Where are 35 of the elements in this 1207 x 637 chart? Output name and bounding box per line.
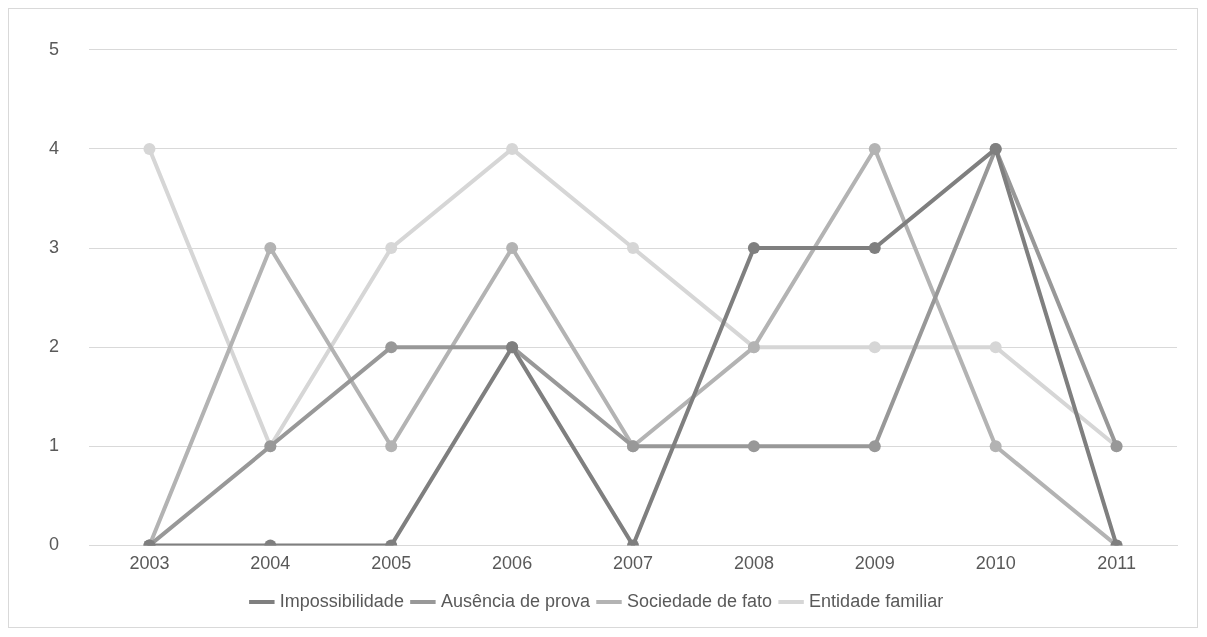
x-tick-label: 2006	[492, 553, 533, 574]
legend-label: Ausência de prova	[440, 590, 591, 611]
point	[506, 242, 519, 255]
x-tick-label: 2008	[733, 553, 774, 574]
point	[868, 440, 881, 453]
x-tick-label: 2003	[129, 553, 170, 574]
y-tick-label: 5	[49, 38, 60, 59]
point	[868, 142, 881, 155]
point	[506, 142, 519, 155]
legend-label: Impossibilidade	[279, 590, 404, 611]
point	[747, 440, 760, 453]
point	[989, 440, 1002, 453]
point	[989, 341, 1002, 354]
x-tick-label: 2007	[612, 553, 654, 574]
point	[143, 142, 156, 155]
point	[385, 242, 398, 255]
point	[868, 242, 881, 255]
x-tick-label: 2011	[1097, 553, 1136, 574]
point	[868, 341, 881, 354]
point	[264, 242, 277, 255]
y-tick-label: 3	[49, 237, 60, 258]
point	[627, 242, 640, 255]
x-tick-label: 2010	[975, 553, 1016, 574]
x-tick-label: 2009	[854, 553, 895, 574]
y-tick-label: 4	[49, 137, 60, 158]
y-tick-label: 1	[49, 435, 60, 456]
x-tick-label: 2004	[250, 553, 291, 574]
point	[385, 440, 398, 453]
y-tick-label: 0	[49, 534, 60, 555]
point	[747, 242, 760, 255]
legend-label: Sociedade de fato	[626, 590, 773, 611]
legend-label: Entidade familiar	[809, 590, 944, 611]
y-tick-label: 2	[49, 336, 60, 357]
point	[385, 341, 398, 354]
x-tick-label: 2005	[371, 553, 412, 574]
